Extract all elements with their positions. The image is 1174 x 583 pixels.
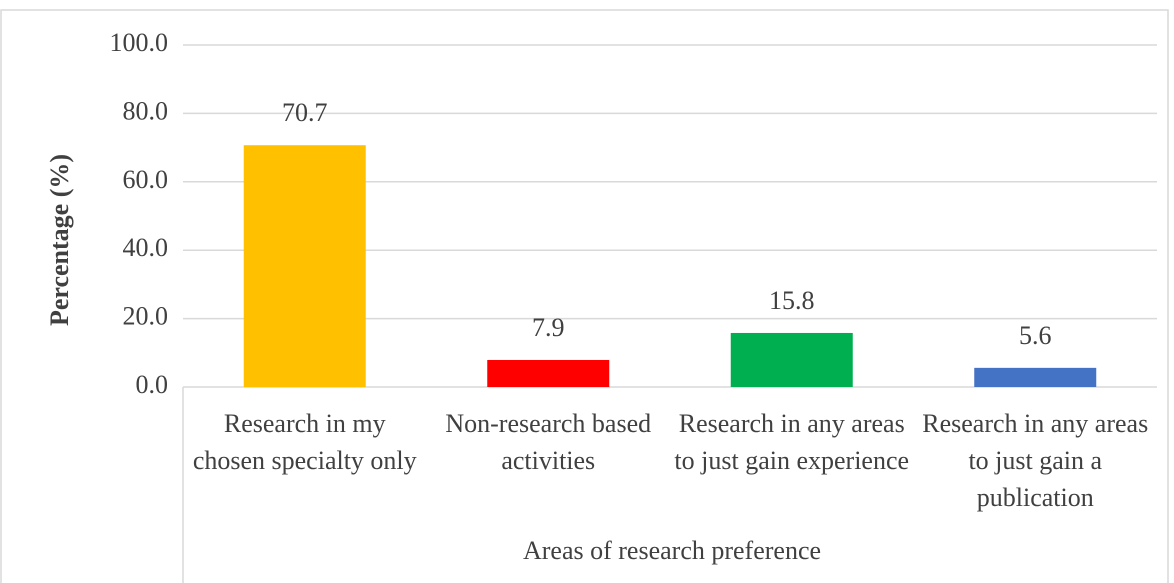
x-tick-label: Research in my chosen specialty only <box>192 409 417 475</box>
y-tick-label: 60.0 <box>123 165 169 194</box>
y-tick-label: 20.0 <box>123 302 169 331</box>
x-axis-label: Areas of research preference <box>523 536 821 565</box>
bar <box>974 367 1097 387</box>
bar <box>487 359 610 387</box>
data-label: 5.6 <box>1019 321 1052 350</box>
y-tick-label: 40.0 <box>123 233 169 262</box>
y-axis-label: Percentage (%) <box>45 154 74 326</box>
chart-frame <box>0 9 1169 583</box>
bar <box>243 145 366 387</box>
y-tick-label: 100.0 <box>110 28 169 57</box>
y-tick-label: 0.0 <box>136 370 169 399</box>
data-label: 15.8 <box>769 286 815 315</box>
data-label: 70.7 <box>282 98 328 127</box>
data-label: 7.9 <box>532 313 565 342</box>
x-tick-label: Research in any areas to just gain exper… <box>674 409 910 475</box>
x-tick-label: Research in any areas to just gain a pub… <box>922 409 1149 512</box>
bar <box>730 332 853 387</box>
y-tick-label: 80.0 <box>123 96 169 125</box>
x-tick-label: Non-research based activities <box>445 409 652 475</box>
